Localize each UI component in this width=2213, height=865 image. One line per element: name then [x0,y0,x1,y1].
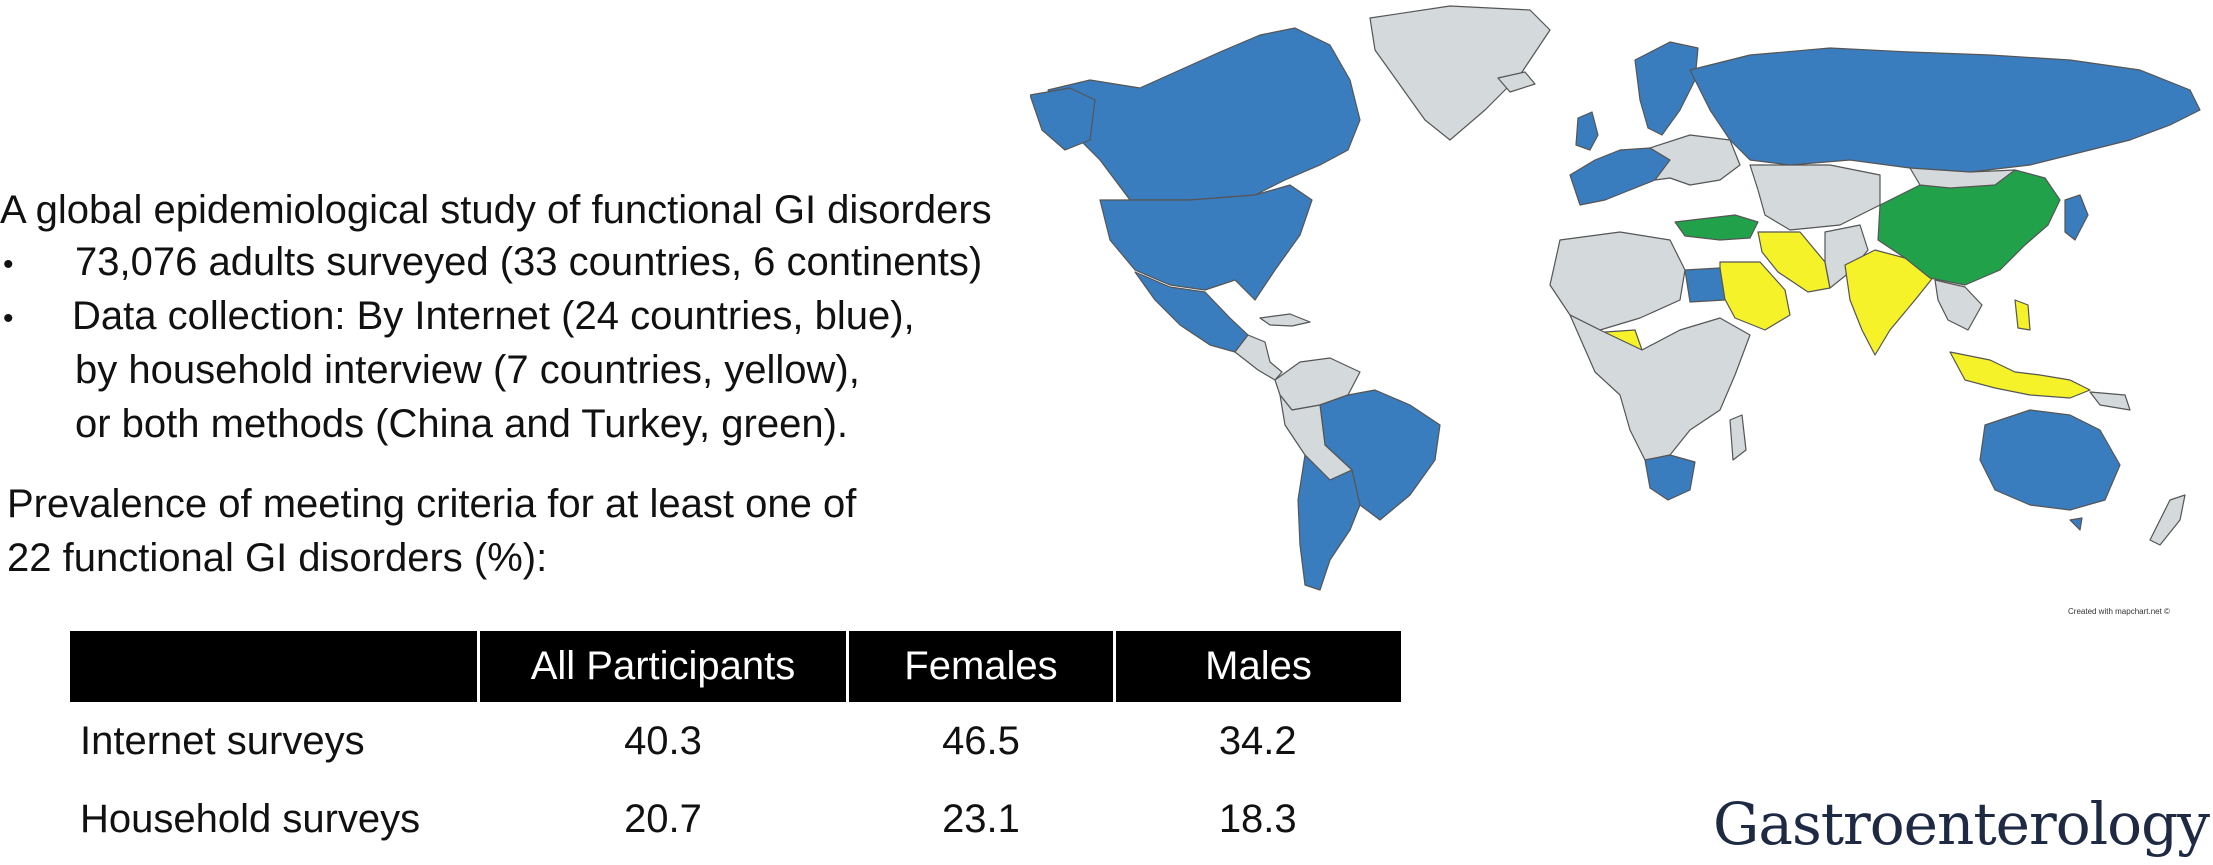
cell-value: 23.1 [942,796,1020,841]
cell-value: 46.5 [942,718,1020,763]
row-label: Internet surveys [80,718,365,763]
header-females: Females [846,631,1115,702]
world-map [1030,5,2201,591]
country-tasmania [2069,517,2083,531]
journal-logo: Gastroenterology [1713,790,2210,858]
country-madagascar [1729,414,1747,461]
country-uk [1575,111,1599,151]
prevalence-table: All Participants Females Males Internet … [70,631,1401,858]
country-papua [2089,391,2131,411]
header-males: Males [1113,631,1401,702]
cell-value: 18.3 [1218,796,1297,841]
country-western-europe [1569,147,1671,206]
map-credit: Created with mapchart.net © [2068,607,2170,616]
bullet-data-collection: Data collection: By Internet (24 countri… [72,294,915,338]
table-row: Household surveys 20.7 23.1 18.3 [70,780,1401,858]
heading: A global epidemiological study of functi… [0,188,992,232]
bullet-marker: • [3,248,14,281]
bullet-both-line: or both methods (China and Turkey, green… [75,402,849,446]
country-canada [1047,27,1361,201]
country-indonesia [1949,351,2091,399]
country-india [1844,249,1936,356]
country-iceland [1497,71,1536,93]
country-turkey [1674,214,1759,241]
cell-value: 34.2 [1218,718,1297,763]
country-alaska [1030,87,1096,151]
cell-value: 20.7 [624,796,702,841]
cell-value: 40.3 [624,718,702,763]
country-mongolia [1909,167,2016,189]
bullet-marker: • [3,302,14,335]
country-eastern-europe [1649,134,1741,186]
prevalence-line-1: Prevalence of meeting criteria for at le… [7,482,857,526]
bullet-household-line: by household interview (7 countries, yel… [75,348,860,392]
header-all-participants: All Participants [477,631,848,702]
table-row: Internet surveys 40.3 46.5 34.2 [70,702,1401,780]
prevalence-line-2: 22 functional GI disorders (%): [7,536,548,580]
table-header-row: All Participants Females Males [70,631,1401,702]
country-scandinavia [1634,41,1699,136]
country-central-asia [1749,164,1881,231]
country-north-africa [1549,231,1686,331]
country-central-africa [1569,314,1751,461]
country-iran [1757,231,1831,293]
country-new-zealand [2149,494,2186,546]
country-south-africa [1644,454,1696,501]
country-usa [1099,184,1313,301]
country-argentina-chile [1297,454,1361,591]
bullet-participants: 73,076 adults surveyed (33 countries, 6 … [75,240,983,284]
country-australia [1979,409,2121,511]
country-central-america [1234,334,1283,381]
country-japan [2064,194,2089,241]
header-blank [70,631,479,702]
country-greenland [1369,5,1551,141]
country-caribbean [1259,313,1311,327]
country-philippines [2014,299,2031,331]
country-russia [1689,47,2201,173]
row-label: Household surveys [80,796,421,841]
country-egypt [1684,267,1726,303]
country-se-asia [1934,279,1983,331]
